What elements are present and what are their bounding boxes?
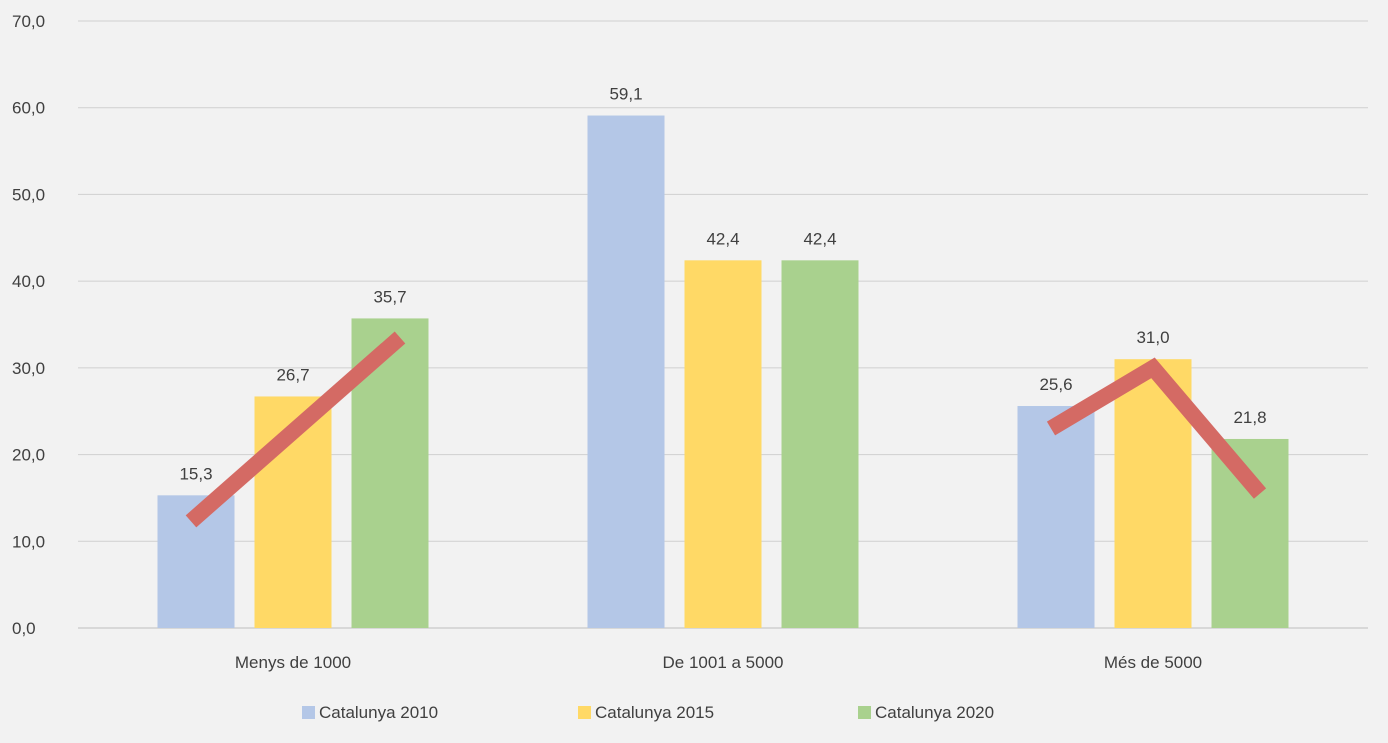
trend-arrow-2 [1046,357,1267,499]
x-category-label: De 1001 a 5000 [663,653,784,672]
trend-arrow-1 [185,331,406,528]
bar-3-2 [781,260,859,628]
legend: Catalunya 2010 Catalunya 2015 Catalunya 20… [302,703,994,722]
y-axis-ticks: 0,0 10,0 20,0 30,0 40,0 50,0 60,0 70,0 [12,12,45,638]
legend-label: Catalunya 2010 [319,703,438,722]
bars [157,115,1289,629]
data-label: 35,7 [373,287,406,306]
bar-3-3 [1211,438,1289,628]
y-tick-label: 50,0 [12,185,45,204]
y-tick-label: 0,0 [12,619,36,638]
data-label: 15,3 [179,464,212,483]
data-label: 25,6 [1039,375,1072,394]
x-category-label: Menys de 1000 [235,653,351,672]
bar-1-2 [587,115,665,629]
data-label: 59,1 [609,85,642,104]
x-category-label: Més de 5000 [1104,653,1202,672]
data-label: 31,0 [1136,328,1169,347]
legend-swatch [858,706,871,719]
legend-label: Catalunya 2015 [595,703,714,722]
data-label: 21,8 [1233,408,1266,427]
legend-label: Catalunya 2020 [875,703,994,722]
y-tick-label: 30,0 [12,359,45,378]
y-tick-label: 10,0 [12,532,45,551]
data-labels: 15,3 26,7 35,7 59,1 42,4 42,4 25,6 31,0 21,8 [179,85,1266,484]
y-tick-label: 40,0 [12,272,45,291]
bar-2-2 [684,260,762,628]
data-label: 26,7 [276,365,309,384]
legend-swatch [302,706,315,719]
legend-swatch [578,706,591,719]
y-tick-label: 20,0 [12,446,45,465]
y-tick-label: 70,0 [12,12,45,31]
x-axis-categories: Menys de 1000 De 1001 a 5000 Més de 5000 [235,653,1202,672]
trend-annotations [185,331,1267,528]
data-label: 42,4 [803,229,836,248]
y-tick-label: 60,0 [12,99,45,118]
data-label: 42,4 [706,229,739,248]
bar-1-3 [1017,406,1095,628]
